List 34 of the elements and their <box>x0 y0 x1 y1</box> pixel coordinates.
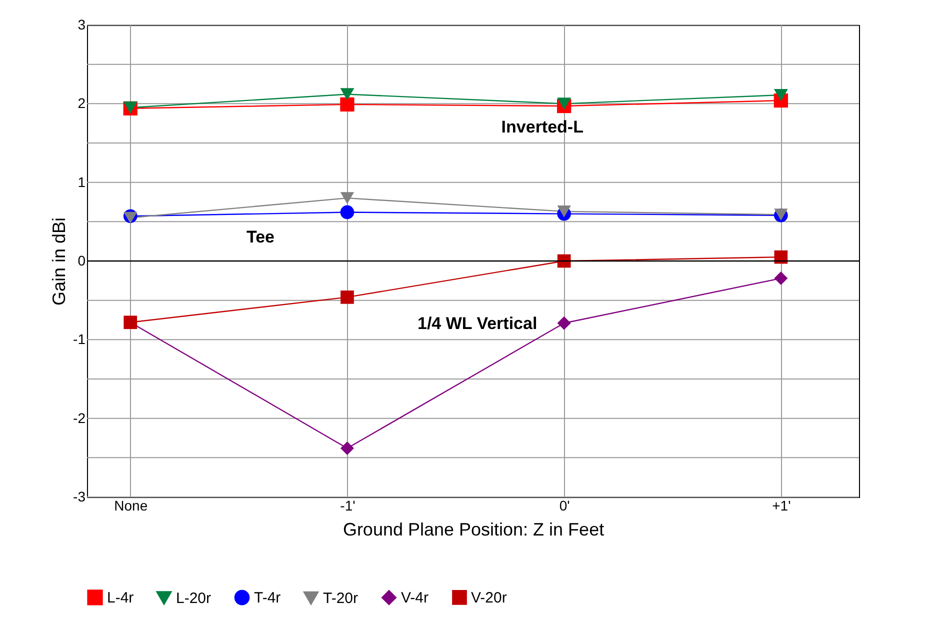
x-tick-label: None <box>114 498 148 514</box>
y-tick-label: -2 <box>73 410 86 426</box>
point <box>340 205 354 220</box>
annotation: Inverted-L <box>501 117 584 136</box>
point <box>557 98 572 110</box>
y-tick-label: 1 <box>78 174 86 190</box>
point <box>340 192 354 204</box>
legend-label: V-4r <box>401 590 429 607</box>
legend-label: T-4r <box>254 590 281 607</box>
point <box>340 97 354 112</box>
annotation: Tee <box>246 227 275 246</box>
point <box>557 206 571 218</box>
y-axis-title: Gain in dBi <box>49 217 70 306</box>
x-tick-label: +1' <box>772 498 791 514</box>
point <box>340 441 354 455</box>
y-tick-label: 2 <box>78 95 86 112</box>
point <box>124 212 138 224</box>
legend-label: L-4r <box>107 589 134 606</box>
x-tick-label: -1' <box>340 498 356 514</box>
point <box>774 272 788 286</box>
point <box>340 88 354 100</box>
point <box>557 316 571 330</box>
y-tick-label: -1 <box>73 331 86 348</box>
y-tick-label: 0 <box>78 252 86 268</box>
x-axis-title: Ground Plane Position: Z in Feet <box>342 520 604 540</box>
y-tick-label: -3 <box>73 488 86 504</box>
y-tick-label: 3 <box>78 16 86 32</box>
annotation: 1/4 WL Vertical <box>417 314 538 333</box>
legend-label: V-20r <box>471 589 507 606</box>
point <box>340 290 354 304</box>
legend-label: L-20r <box>176 590 212 607</box>
point <box>774 88 788 102</box>
legend-label: T-20r <box>323 590 358 608</box>
x-tick-label: 0' <box>559 498 570 514</box>
